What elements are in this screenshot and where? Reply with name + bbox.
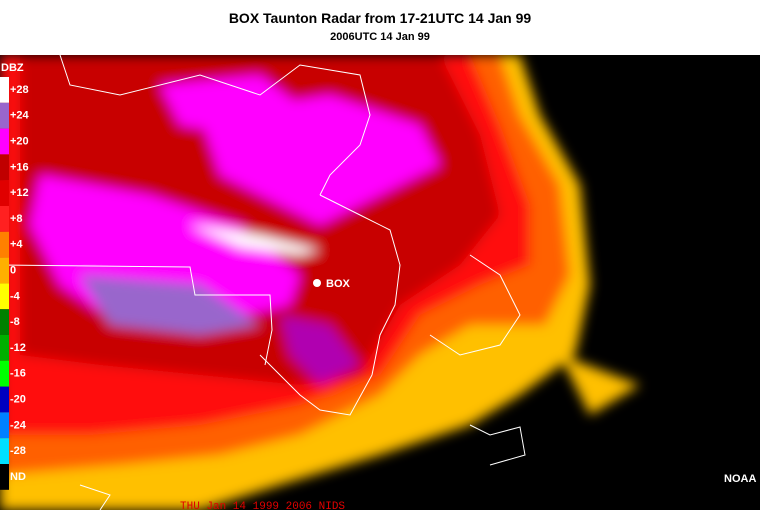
legend-swatch bbox=[0, 360, 9, 387]
legend-swatch bbox=[0, 464, 9, 490]
footer: THU Jan 14 1999 2006 NIDS bbox=[180, 501, 345, 510]
legend-swatch bbox=[0, 231, 9, 258]
legend-swatch bbox=[0, 438, 9, 464]
legend-label: +16 bbox=[10, 161, 29, 173]
title: BOX Taunton Radar from 17-21UTC 14 Jan 9… bbox=[228, 10, 532, 26]
legend-label: -12 bbox=[10, 342, 26, 354]
legend-swatch bbox=[0, 102, 9, 129]
legend-swatch bbox=[0, 412, 9, 439]
station-label: BOX bbox=[326, 278, 351, 290]
legend-label: -8 bbox=[10, 316, 20, 328]
borders bbox=[0, 55, 526, 510]
legend-label: +24 bbox=[10, 110, 30, 122]
legend-label: -16 bbox=[10, 368, 26, 380]
legend-unit: DBZ bbox=[1, 62, 24, 74]
legend-swatch bbox=[0, 309, 9, 335]
legend-label: ND bbox=[10, 471, 26, 483]
legend-label: +20 bbox=[10, 136, 29, 148]
legend-label: +4 bbox=[10, 239, 23, 251]
legend-label: +28 bbox=[10, 84, 29, 96]
legend-swatch bbox=[0, 154, 9, 181]
legend-swatch bbox=[0, 128, 9, 155]
legend-swatch bbox=[0, 283, 9, 310]
legend-swatch bbox=[0, 77, 9, 103]
credit: NOAA bbox=[724, 473, 756, 485]
legend-label: 0 bbox=[10, 265, 16, 277]
radar-map: BOX NOAA THU Jan 14 1999 2006 NIDS DBZ +… bbox=[0, 55, 760, 510]
legend-label: -4 bbox=[10, 290, 21, 302]
echoes bbox=[0, 55, 640, 510]
legend-swatch bbox=[0, 335, 9, 361]
legend-label: -28 bbox=[10, 445, 26, 457]
legend-label: +8 bbox=[10, 213, 23, 225]
legend-swatch bbox=[0, 180, 9, 206]
legend: DBZ +28 +24 +20 +16 +12 +8 +4 0 -4 -8 -12 -16 -20 -24… bbox=[0, 62, 30, 490]
legend-swatch bbox=[0, 206, 9, 232]
subtitle: 2006UTC 14 Jan 99 bbox=[330, 31, 430, 43]
station-marker bbox=[313, 279, 321, 287]
legend-swatch bbox=[0, 257, 9, 284]
legend-label: +12 bbox=[10, 187, 29, 199]
legend-swatch bbox=[0, 386, 9, 413]
legend-label: -20 bbox=[10, 394, 26, 406]
legend-label: -24 bbox=[10, 419, 27, 431]
